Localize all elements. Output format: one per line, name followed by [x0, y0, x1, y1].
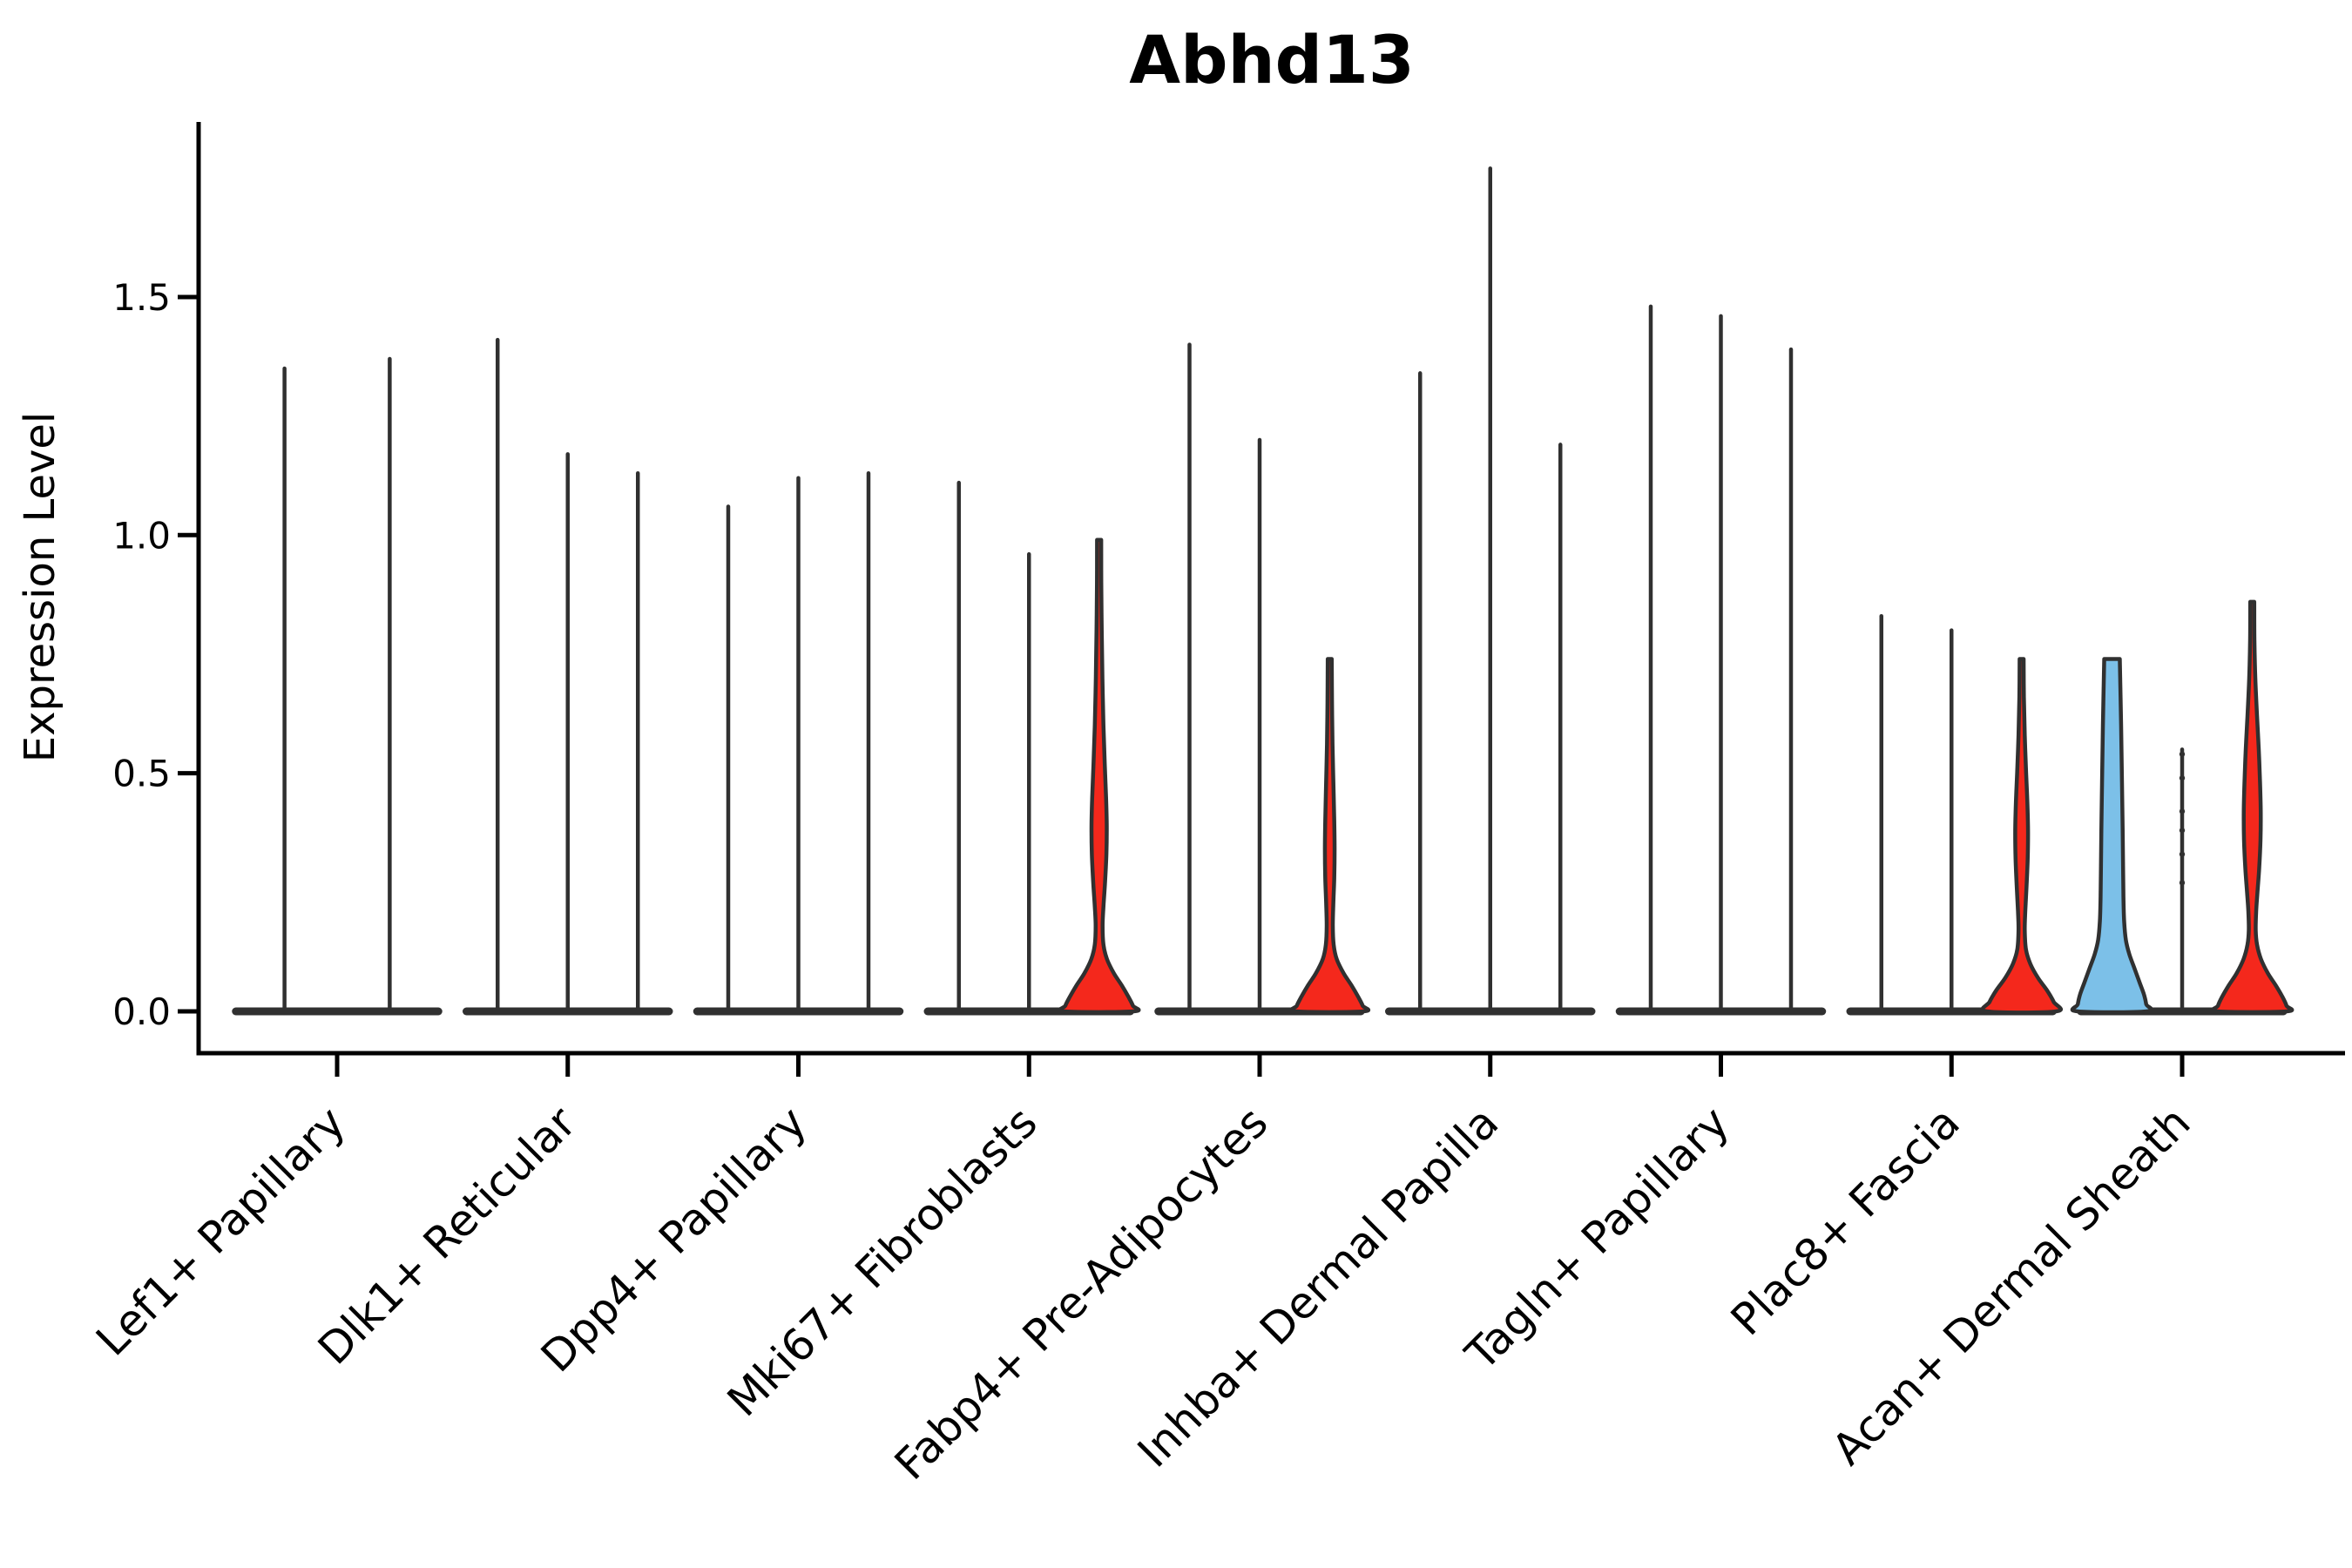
violin-group-4 [923, 480, 1141, 1016]
y-tick-label: 1.5 [112, 276, 171, 319]
red-violin-body-5-3 [1288, 657, 1371, 1015]
violin-group-2 [463, 337, 673, 1016]
chart-title: Abhd13 [1129, 21, 1415, 98]
x-tick-label: Fabp4+ Pre-Adipocytes [885, 1097, 1278, 1490]
y-axis-label: Expression Level [16, 412, 64, 763]
violin-group-1 [232, 356, 443, 1016]
violins-layer [232, 166, 2295, 1016]
violin-data-point [2179, 751, 2186, 757]
violin-data-point [2179, 880, 2186, 886]
violin-data-point [2179, 851, 2186, 857]
red-violin-body-4-3 [1058, 537, 1141, 1015]
violin-group-8 [1846, 613, 2063, 1016]
x-tick-label: Plac8+ Fascia [1721, 1097, 1970, 1345]
violin-data-point [2179, 774, 2186, 781]
violin-data-point [2179, 828, 2186, 834]
violin-group-7 [1615, 304, 1827, 1016]
y-tick-label: 0.5 [112, 753, 171, 795]
violin-baseline-bar [232, 1007, 443, 1016]
violin-data-point [2179, 808, 2186, 814]
red-violin-body-8-3 [1980, 657, 2063, 1015]
x-tick-label: Lef1+ Papillary [86, 1097, 355, 1365]
blue-violin-body-9-1 [2070, 657, 2154, 1015]
violin-group-6 [1385, 166, 1596, 1016]
y-tick-label: 1.0 [112, 514, 171, 557]
violin-group-9 [2070, 599, 2295, 1016]
y-tick-label: 0.0 [112, 990, 171, 1033]
red-violin-body-9-3 [2210, 599, 2295, 1015]
violin-group-3 [693, 470, 904, 1016]
violin-group-5 [1154, 342, 1371, 1016]
